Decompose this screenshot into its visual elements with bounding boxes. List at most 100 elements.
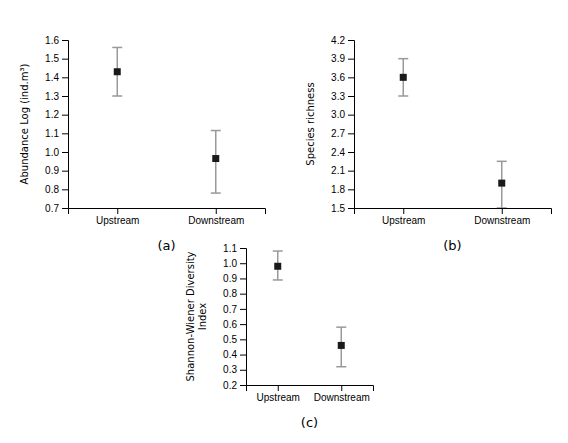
tick-mark — [348, 152, 354, 153]
tick: 1.1 — [223, 243, 246, 254]
tick-mark — [62, 77, 68, 78]
axis-line — [247, 386, 374, 392]
marker — [338, 342, 345, 349]
y-label-line: Shannon-Wiener Diversity — [185, 251, 196, 381]
tick: Downstream — [314, 385, 370, 403]
panel-label: (a) — [157, 238, 175, 253]
marker — [274, 263, 281, 270]
tick: 3.0 — [331, 109, 354, 120]
panel: 0.20.30.40.50.60.70.80.91.01.1UpstreamDo… — [185, 243, 374, 430]
tick-label: 1.6 — [45, 35, 59, 46]
y-axis: 1.51.82.12.42.73.03.33.63.94.2 — [331, 35, 354, 214]
error-cap — [273, 279, 283, 281]
tick: 0.4 — [223, 349, 246, 360]
tick-label: Downstream — [188, 215, 244, 226]
tick-label: 1.4 — [45, 72, 59, 83]
tick-label: 0.2 — [223, 380, 237, 391]
tick-mark — [62, 133, 68, 134]
tick: 0.3 — [223, 364, 246, 375]
tick-mark — [240, 309, 246, 310]
tick-mark — [348, 208, 354, 209]
tick-label: 0.9 — [45, 165, 59, 176]
tick-label: 1.1 — [45, 128, 59, 139]
tick: Downstream — [188, 208, 244, 226]
axis-line — [62, 41, 69, 209]
tick: 2.4 — [331, 147, 354, 158]
tick-label: Upstream — [257, 392, 300, 403]
tick-mark — [240, 324, 246, 325]
tick-mark — [240, 355, 246, 356]
tick: 3.3 — [331, 91, 354, 102]
tick-label: 0.4 — [223, 349, 237, 360]
y-axis: 0.70.80.91.01.11.21.31.41.51.6 — [45, 35, 68, 214]
axis-line — [69, 209, 266, 215]
tick-mark — [62, 152, 68, 153]
tick: 1.5 — [45, 53, 68, 64]
error-cap — [497, 207, 507, 208]
tick-mark — [403, 208, 404, 214]
tick: 0.9 — [223, 273, 246, 284]
error-cap — [398, 95, 408, 97]
tick: 2.1 — [331, 165, 354, 176]
error-cap — [211, 130, 221, 132]
tick-mark — [348, 115, 354, 116]
error-cap — [112, 95, 122, 97]
y-label: Species richness — [305, 82, 316, 165]
tick-label: 4.2 — [331, 35, 345, 46]
panel: 1.51.82.12.42.73.03.33.63.94.2UpstreamDo… — [305, 35, 552, 253]
tick-label: 2.1 — [331, 165, 345, 176]
y-label: Abundance Log (ind.m³) — [19, 64, 30, 185]
tick-mark — [62, 189, 68, 190]
tick-mark — [348, 96, 354, 97]
tick-label: 1.0 — [45, 147, 59, 158]
tick: 0.9 — [45, 165, 68, 176]
tick-mark — [62, 40, 68, 41]
marks — [398, 59, 507, 208]
tick-mark — [62, 96, 68, 97]
marker — [400, 74, 407, 81]
tick: Upstream — [96, 208, 139, 226]
tick-mark — [240, 278, 246, 279]
y-label-line: Species richness — [305, 82, 316, 165]
tick-mark — [62, 115, 68, 116]
tick-mark — [240, 263, 246, 264]
tick-label: 3.3 — [331, 91, 345, 102]
tick-mark — [117, 208, 118, 214]
panel-label: (b) — [443, 238, 461, 253]
tick: 1.5 — [331, 203, 354, 214]
tick: 0.2 — [223, 380, 246, 391]
tick-label: 1.5 — [331, 203, 345, 214]
tick: 3.9 — [331, 53, 354, 64]
marker — [498, 180, 505, 187]
tick: 1.4 — [45, 72, 68, 83]
x-axis: UpstreamDownstream — [355, 208, 552, 226]
tick-label: 0.8 — [45, 184, 59, 195]
axis-line — [355, 209, 552, 215]
tick-label: Downstream — [314, 392, 370, 403]
tick: 0.8 — [45, 184, 68, 195]
marks — [273, 251, 347, 367]
tick-label: 3.0 — [331, 109, 345, 120]
tick: 0.7 — [223, 304, 246, 315]
tick-mark — [62, 208, 68, 209]
tick-mark — [240, 385, 246, 386]
tick: 0.6 — [223, 319, 246, 330]
tick: 1.0 — [223, 258, 246, 269]
error-cap — [497, 161, 507, 163]
x-axis: Upstream Downstream — [247, 385, 374, 403]
tick-label: 0.6 — [223, 319, 237, 330]
panel-label: (c) — [301, 415, 318, 430]
tick-mark — [240, 370, 246, 371]
tick-label: 2.4 — [331, 147, 345, 158]
error-cap — [273, 250, 283, 252]
tick-mark — [240, 339, 246, 340]
tick: 1.2 — [45, 109, 68, 120]
tick-label: 0.8 — [223, 288, 237, 299]
tick: 4.2 — [331, 35, 354, 46]
tick: 1.3 — [45, 91, 68, 102]
tick-label: 1.0 — [223, 258, 237, 269]
tick-label: 0.7 — [223, 304, 237, 315]
tick-mark — [348, 189, 354, 190]
axis-line — [348, 41, 355, 209]
tick-mark — [348, 171, 354, 172]
